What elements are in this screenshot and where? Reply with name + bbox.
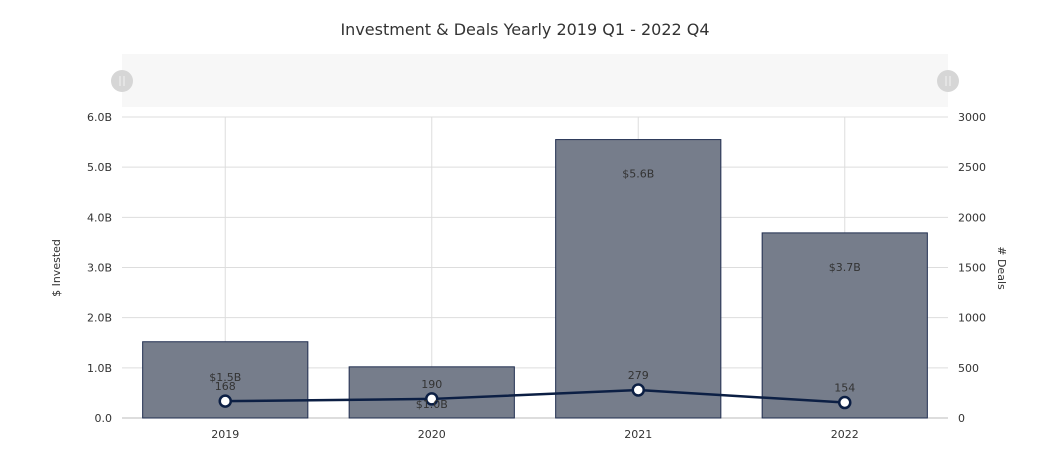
x-tick: 2021	[624, 428, 652, 441]
y-tick-right: 0	[958, 412, 965, 425]
bar-data-label: $1.0B	[416, 398, 448, 411]
y-tick-left: 6.0B	[87, 111, 112, 124]
y-tick-left: 4.0B	[87, 211, 112, 224]
deals-point-2021	[631, 383, 645, 397]
y-tick-right: 1500	[958, 262, 986, 275]
bar-data-label: $1.5B	[209, 371, 241, 384]
y-tick-right: 3000	[958, 111, 986, 124]
bar-2022	[761, 232, 928, 419]
deals-line	[225, 388, 845, 404]
y-tick-right: 2000	[958, 211, 986, 224]
x-tick: 2020	[418, 428, 446, 441]
bar-data-label: $5.6B	[622, 168, 654, 181]
grip-icon	[945, 76, 951, 86]
y-tick-left: 3.0B	[87, 262, 112, 275]
deals-point-2019	[218, 394, 232, 408]
deals-point-2020	[425, 392, 439, 406]
line-data-label: 168	[215, 380, 236, 393]
range-slider-right-handle[interactable]	[937, 70, 959, 92]
chart-title: Investment & Deals Yearly 2019 Q1 - 2022…	[340, 20, 709, 39]
deals-point-2022	[838, 395, 852, 410]
y-tick-right: 1000	[958, 312, 986, 325]
y-tick-left: 1.0B	[87, 362, 112, 375]
bar-data-label: $3.7B	[829, 261, 861, 274]
y-tick-right: 500	[958, 362, 979, 375]
range-slider[interactable]	[111, 54, 959, 107]
line-data-label: 154	[834, 382, 855, 395]
y-tick-left: 5.0B	[87, 161, 112, 174]
y-axis-right-label: # Deals	[995, 246, 1008, 290]
x-tick: 2019	[211, 428, 239, 441]
bar-2021	[555, 139, 722, 419]
grip-icon	[119, 76, 125, 86]
range-slider-left-handle[interactable]	[111, 70, 133, 92]
line-data-label: 279	[628, 369, 649, 382]
x-tick: 2022	[831, 428, 859, 441]
y-tick-left: 2.0B	[87, 312, 112, 325]
line-data-label: 190	[421, 378, 442, 391]
y-axis-left-label: $ Invested	[50, 239, 63, 297]
y-tick-right: 2500	[958, 161, 986, 174]
range-slider-track[interactable]	[122, 54, 948, 107]
y-tick-left: 0.0	[95, 412, 113, 425]
